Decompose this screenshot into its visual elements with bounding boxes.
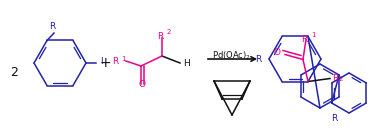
Text: 2: 2 bbox=[167, 29, 171, 35]
Text: O: O bbox=[273, 48, 280, 57]
Text: R: R bbox=[112, 56, 118, 66]
Text: R: R bbox=[157, 32, 163, 41]
Text: 2: 2 bbox=[10, 67, 18, 80]
Text: Pd(OAc)$_2$: Pd(OAc)$_2$ bbox=[212, 49, 251, 61]
Text: R: R bbox=[331, 114, 337, 123]
Text: R: R bbox=[255, 54, 261, 64]
Text: R: R bbox=[301, 34, 307, 43]
Text: O: O bbox=[138, 80, 146, 89]
Text: I: I bbox=[100, 58, 102, 67]
Text: +: + bbox=[99, 56, 111, 70]
Text: 1: 1 bbox=[311, 32, 316, 37]
Text: 2: 2 bbox=[339, 75, 343, 81]
Text: R: R bbox=[332, 74, 338, 83]
Text: H: H bbox=[183, 59, 190, 67]
Text: 1: 1 bbox=[121, 56, 125, 62]
Text: R: R bbox=[49, 22, 55, 31]
